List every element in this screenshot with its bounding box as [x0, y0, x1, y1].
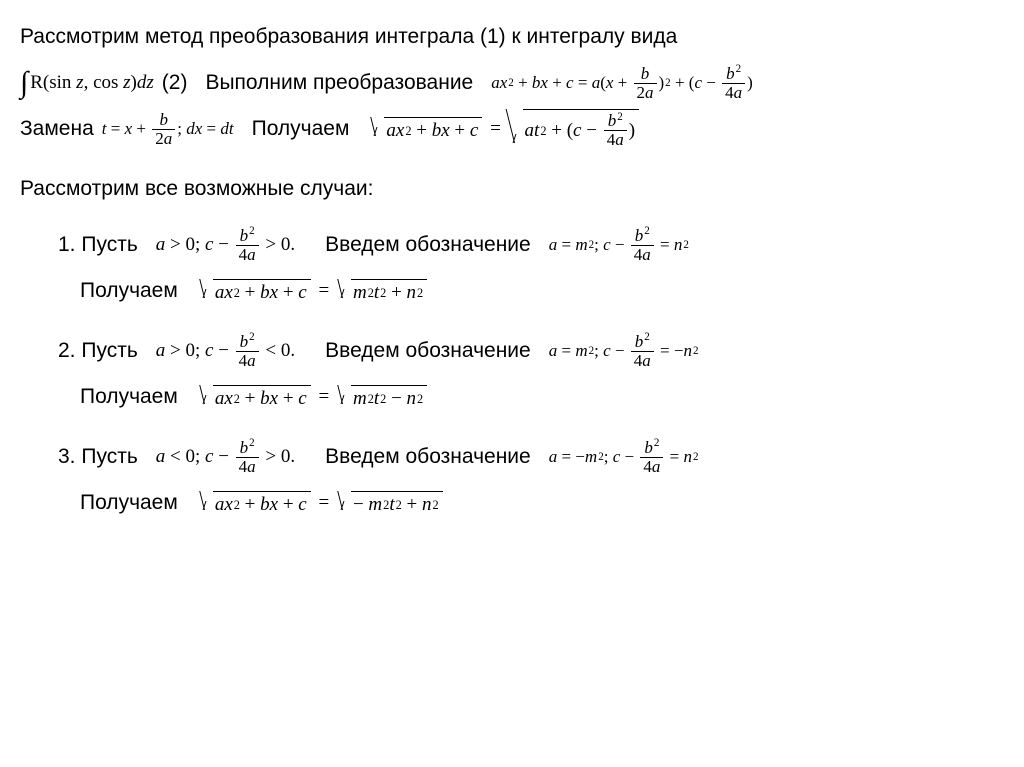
- substitution-label: Замена: [20, 117, 94, 141]
- case2-result: ax2 + bx + c = m2t2 − n2: [196, 385, 430, 410]
- case2-result-label: Получаем: [80, 385, 178, 409]
- case1-result: ax2 + bx + c = m2t2 + n2: [196, 279, 430, 304]
- case1-result-label: Получаем: [80, 279, 178, 303]
- case2-notation-label: Введем обозначение: [325, 339, 531, 363]
- case2-num: 2. Пусть: [58, 339, 138, 363]
- sqrt-result: ax2 + bx + c = at2 + (c − b24a ): [367, 109, 642, 149]
- intro-line-1: Рассмотрим метод преобразования интеграл…: [20, 16, 1004, 58]
- case2-result-line: Получаем ax2 + bx + c = m2t2 − n2: [20, 376, 1004, 418]
- integral-expr: ∫ R(sin z, cos z)dz: [20, 71, 154, 95]
- case1-result-line: Получаем ax2 + bx + c = m2t2 + n2: [20, 270, 1004, 312]
- case1-num: 1. Пусть: [58, 233, 138, 257]
- case3-notation-label: Введем обозначение: [325, 445, 531, 469]
- intro-line-2: ∫ R(sin z, cos z)dz (2) Выполним преобра…: [20, 62, 1004, 104]
- case3-result-line: Получаем ax2 + bx + c = − m2t2 + n2: [20, 482, 1004, 524]
- intro-text-1: Рассмотрим метод преобразования интеграл…: [20, 25, 677, 49]
- case1-cond-line: 1. Пусть a > 0; c − b24a > 0. Введем обо…: [20, 224, 1004, 266]
- substitution-expr: t = x + b2a ; dx = dt: [102, 111, 234, 148]
- case3-num: 3. Пусть: [58, 445, 138, 469]
- case3-cond-line: 3. Пусть a < 0; c − b24a > 0. Введем обо…: [20, 436, 1004, 478]
- case2-cond-line: 2. Пусть a > 0; c − b24a < 0. Введем обо…: [20, 330, 1004, 372]
- transform-text: Выполним преобразование: [205, 71, 473, 95]
- case1-notation: a = m2; c − b24a = n2: [549, 227, 689, 264]
- completing-square: ax2 + bx + c = a(x + b2a )2 + (c − b24a …: [491, 65, 753, 102]
- case3-notation: a = −m2; c − b24a = n2: [549, 439, 699, 476]
- case3-result-label: Получаем: [80, 491, 178, 515]
- cases-header-text: Рассмотрим все возможные случаи:: [20, 177, 373, 201]
- substitution-line: Замена t = x + b2a ; dx = dt Получаем ax…: [20, 108, 1004, 150]
- case1-notation-label: Введем обозначение: [325, 233, 531, 257]
- result-label: Получаем: [252, 117, 350, 141]
- eq-number: (2): [162, 71, 188, 95]
- case2-notation: a = m2; c − b24a = −n2: [549, 333, 699, 370]
- case1-cond: a > 0; c − b24a > 0.: [156, 227, 295, 264]
- cases-header: Рассмотрим все возможные случаи:: [20, 168, 1004, 210]
- case2-cond: a > 0; c − b24a < 0.: [156, 333, 295, 370]
- case3-result: ax2 + bx + c = − m2t2 + n2: [196, 491, 446, 516]
- case3-cond: a < 0; c − b24a > 0.: [156, 439, 295, 476]
